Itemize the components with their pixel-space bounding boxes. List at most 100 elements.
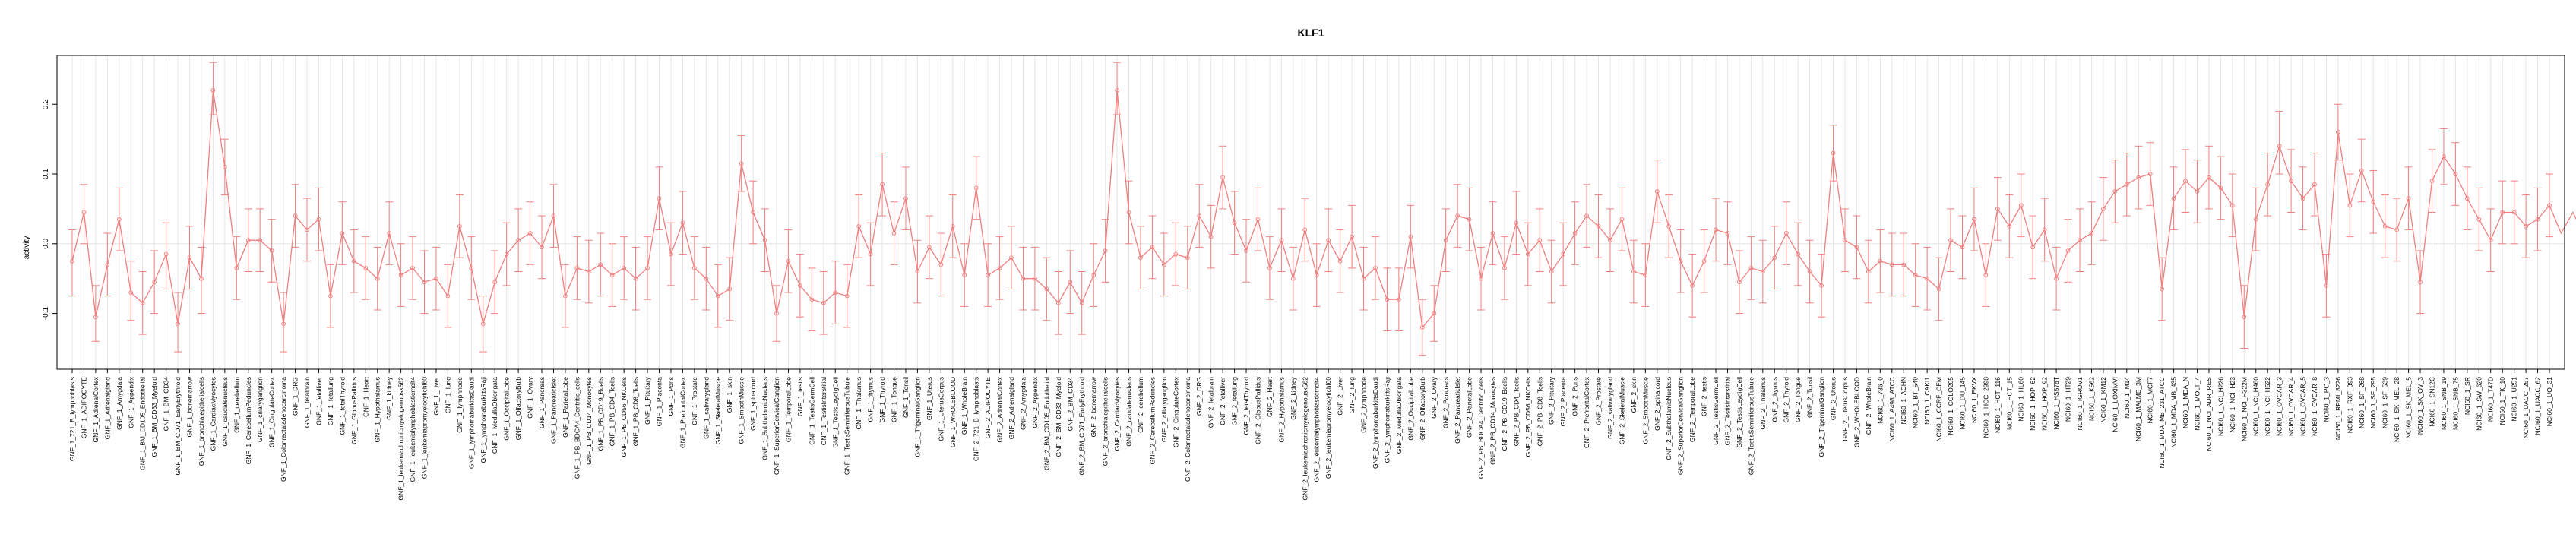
x-tick-label: GNF_2_Uterus [1830,377,1837,420]
data-point [2171,196,2176,201]
x-tick-label: GNF_1_BM_CD105_Endothelial [139,377,147,470]
data-point [187,255,192,261]
data-point [2371,199,2376,204]
data-point [1091,273,1097,278]
x-tick-label: GNF_1_salivarygland [702,377,710,439]
data-point [2547,203,2552,208]
x-tick-label: NCI60_1_BT_549 [1912,377,1919,428]
data-point [950,223,955,229]
x-tick-label: GNF_1_PrefrontalCortex [679,376,686,448]
x-tick-label: NCI60_1_PC_3 [2322,377,2330,422]
data-point [1350,234,1354,239]
x-tick-label: GNF_2_WholeBrain [1865,377,1872,435]
data-point [1901,262,1907,267]
x-tick-label: NCI60_1_HL60 [2017,377,2025,422]
x-tick-label: GNF_2_Appendix [1031,376,1039,428]
x-tick-label: GNF_1_TemporalLobe [784,377,792,442]
data-point [2100,207,2106,211]
x-tick-label: NCI60_1_DU_145 [1958,377,1966,430]
data-point [1983,273,1989,278]
data-point [751,210,756,215]
data-point [1232,220,1237,226]
data-point [680,220,685,226]
x-tick-label: NCI60_1_MOLT_4 [2193,377,2201,431]
data-point [821,300,826,305]
data-point [1185,255,1190,261]
data-point [551,213,556,218]
x-tick-label: GNF_2_721_B_lymphoblasts [973,377,980,461]
x-tick-label: GNF_2_Tongue [1794,377,1802,422]
x-tick-label: GNF_1_skin [726,377,733,413]
x-tick-label: NCI60_1_EKVX [1970,377,1978,423]
data-point [1584,213,1589,218]
x-tick-label: GNF_2_TestisSeminiferousTubule [1747,377,1755,475]
x-tick-label: GNF_1_caudatenucleus [221,377,229,447]
data-point [1807,269,1812,274]
data-point [1925,276,1930,281]
x-tick-label: GNF_2_caudatenucleus [1125,377,1133,447]
x-tick-label: GNF_1_leukemiachronicmyelogenousk562 [397,377,405,501]
data-point [1314,273,1319,278]
data-point [2218,185,2223,191]
data-point [1737,280,1742,285]
data-point [1995,207,2000,211]
data-point [2289,179,2293,184]
data-point [316,217,321,222]
x-tick-label: GNF_2_leukemiachronicmyelogenousk562 [1301,377,1309,501]
x-tick-label: NCI60_1_OVCAR_8 [2311,377,2318,436]
x-tick-label: GNF_2_MedullaOblongata [1395,377,1403,454]
data-point [540,245,544,250]
x-tick-label: GNF_1_lymphomaburkittsDaudi [467,377,475,469]
x-tick-label: GNF_2_Prostate [1595,377,1603,425]
data-point [152,280,157,285]
data-point [387,231,392,236]
data-point [1690,283,1695,288]
x-tick-label: NCI60_1_CAKI1 [1923,377,1931,425]
data-point [434,276,438,281]
data-point [786,258,791,264]
x-tick-label: GNF_2_ciliaryganglion [1160,377,1168,442]
data-point [1326,238,1331,243]
x-tick-label: NCI60_1_SF_268 [2358,377,2366,428]
x-tick-label: GNF_1_leukemiapromyelocytichl60 [421,377,429,479]
x-tick-label: GNF_2_TestisLeydigCell [1736,377,1743,448]
data-point [2359,168,2364,173]
data-point [891,231,897,236]
data-point [2277,144,2282,149]
data-point [2464,196,2470,201]
x-tick-label: NCI60_1_HOP_92 [2041,377,2049,431]
x-tick-label: NCI60_1_SN12C [2428,377,2435,427]
x-tick-label: GNF_1_ParietalLobe [562,377,569,438]
x-tick-label: GNF_2_BM_CD33_Myeloid [1055,377,1062,457]
data-point [1290,276,1296,281]
x-tick-label: GNF_2_SubthalamicNucleus [1665,377,1673,460]
data-point [258,238,263,243]
series-line [71,90,2576,329]
data-point [269,248,274,253]
x-tick-label: GNF_1_Appendix [127,376,134,428]
x-tick-label: NCI60_1_SK_OV_3 [2416,377,2424,435]
x-tick-label: NCI60_1_NCI_H460 [2252,377,2260,436]
x-tick-label: GNF_2_leukemiapromyelocytichl60 [1324,377,1332,479]
data-point [2124,182,2129,187]
data-point [2406,196,2411,201]
x-tick-label: GNF_2_fetalThyroid [1242,377,1250,435]
x-tick-label: GNF_2_Heart [1266,376,1274,417]
data-point [1502,266,1507,270]
x-tick-label: GNF_1_PB_CD8_Tcells [632,377,640,446]
x-tick-label: GNF_2_PancreaticIslet [1454,376,1461,444]
x-tick-label: NCI60_1_CCRF_CEM [1935,377,1943,442]
data-point [1843,238,1847,243]
data-point [657,196,662,201]
data-point [2078,238,2082,243]
data-point [105,262,110,267]
x-tick-label: NCI60_1_HCT_116 [1994,377,2002,433]
x-tick-label: GNF_1_ciliaryganglion [256,377,264,442]
data-point [2265,182,2271,187]
x-tick-label: NCI60_1_NCI_H322M [2240,377,2248,441]
x-tick-label: GNF_1_lung [444,377,451,413]
x-tick-label: GNF_1_BM_CD33_Myeloid [150,377,158,457]
data-point [2195,189,2200,194]
x-tick-label: GNF_1_GlobusPallidus [350,377,358,444]
